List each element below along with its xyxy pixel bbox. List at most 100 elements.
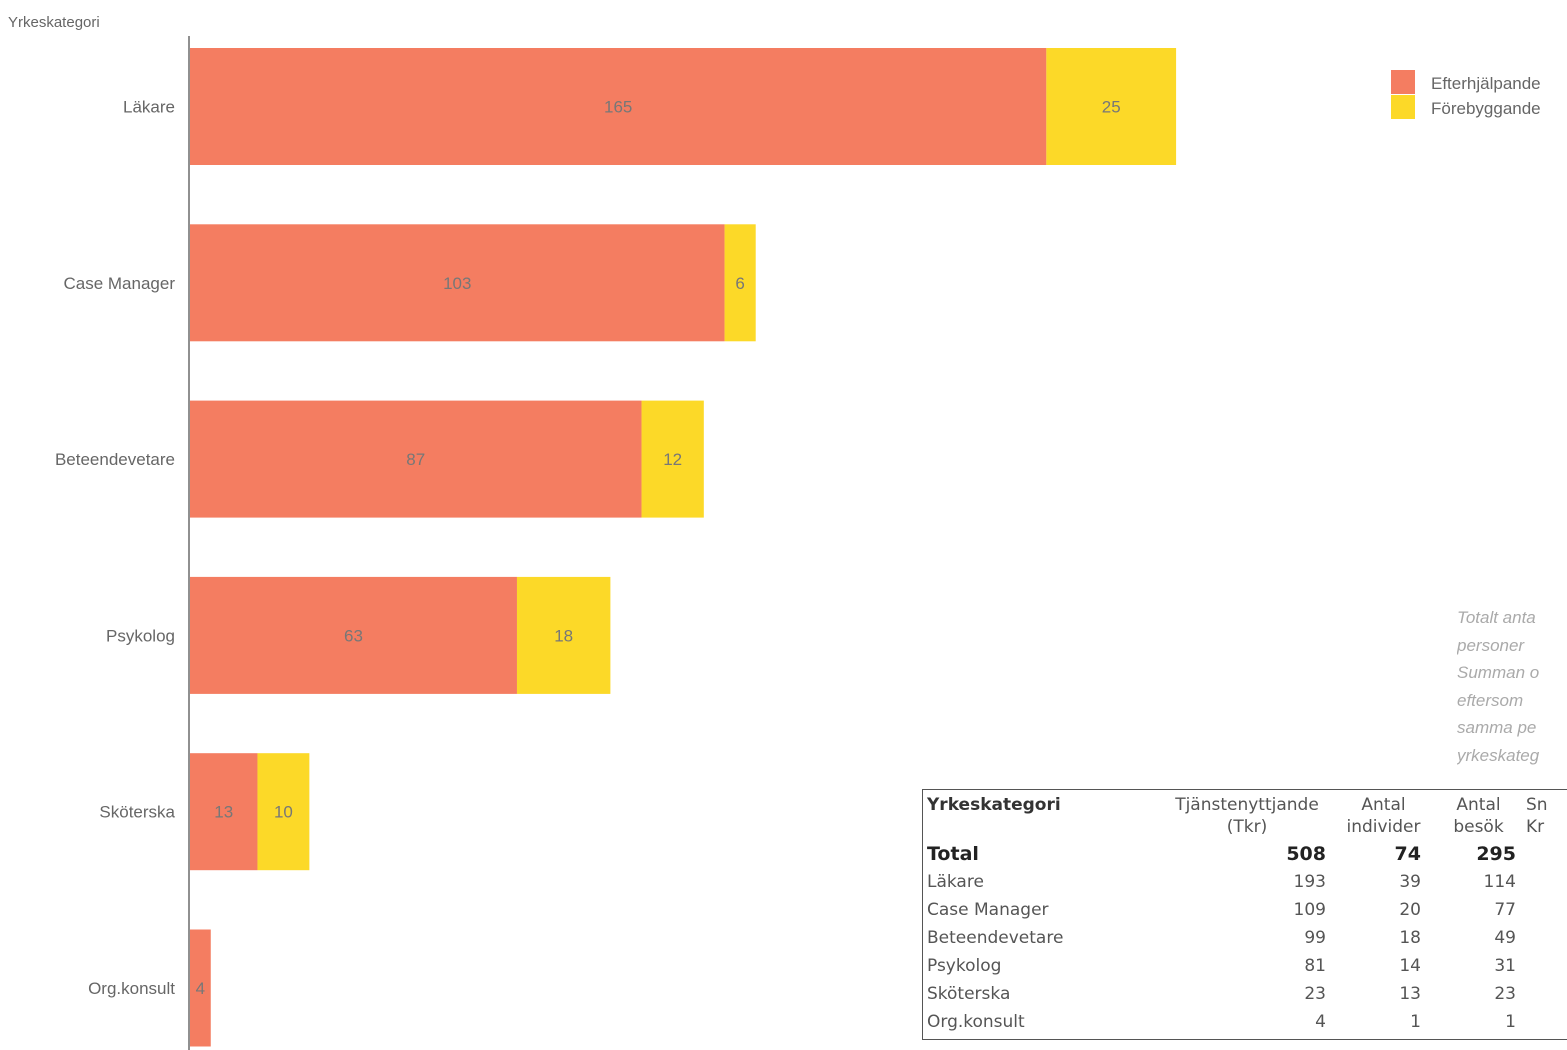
header-antal-individer: Antal individer [1336, 790, 1431, 840]
row-label: Läkare [927, 872, 984, 892]
header-line: Antal [1456, 795, 1501, 815]
table-cell: 1 [1410, 1012, 1421, 1032]
table-row: Psykolog 81 14 31 [923, 952, 1567, 980]
row-label: Beteendevetare [927, 928, 1064, 948]
table-cell: 99 [1304, 928, 1326, 948]
header-line: Kr [1526, 817, 1545, 837]
table-cell: 39 [1399, 872, 1421, 892]
table-row: Beteendevetare 99 18 49 [923, 924, 1567, 952]
table-cell: 23 [1494, 984, 1516, 1004]
bar-value-label: 87 [406, 450, 425, 469]
legend-swatch [1391, 95, 1415, 119]
bar-value-label: 4 [196, 979, 205, 998]
table-cell: 74 [1394, 843, 1421, 865]
header-tjanstenyttjande: Tjänstenyttjande (Tkr) [1158, 790, 1336, 840]
bar-value-label: 165 [604, 98, 632, 117]
table-cell: 20 [1399, 900, 1421, 920]
table-cell [1526, 840, 1567, 868]
table-row: Org.konsult 4 1 1 [923, 1008, 1567, 1036]
table-row: Sköterska 23 13 23 [923, 980, 1567, 1008]
table-cell: 508 [1286, 843, 1326, 865]
footnote-line: personer [1457, 635, 1525, 655]
table-row: Case Manager 109 20 77 [923, 896, 1567, 924]
bar-segment [516, 576, 611, 694]
table-cell: 23 [1304, 984, 1326, 1004]
table-cell: 1 [1505, 1012, 1516, 1032]
bar-value-label: 13 [214, 803, 233, 822]
bar-segment [1046, 48, 1177, 165]
table-header-row: Yrkeskategori Tjänstenyttjande (Tkr) Ant… [923, 790, 1567, 840]
bar-value-label: 63 [344, 626, 363, 645]
row-label: Sköterska [927, 984, 1011, 1004]
header-line: Tjänstenyttjande [1175, 795, 1319, 815]
header-line: Antal [1361, 795, 1406, 815]
category-label: Psykolog [106, 626, 175, 645]
table-cell: 18 [1399, 928, 1421, 948]
bar-value-label: 10 [274, 803, 293, 822]
table-cell [1526, 868, 1567, 896]
table-cell: 193 [1293, 872, 1326, 892]
bar-segment [190, 753, 258, 871]
header-antal-besok: Antal besök [1431, 790, 1526, 840]
row-label: Psykolog [927, 956, 1002, 976]
legend-label: Efterhjälpande [1431, 74, 1541, 93]
bar-value-label: 103 [443, 274, 471, 293]
table-cell [1526, 980, 1567, 1008]
legend: Efterhjälpande Förebyggande [1391, 70, 1541, 119]
summary-table: Yrkeskategori Tjänstenyttjande (Tkr) Ant… [922, 789, 1567, 1040]
category-label: Beteendevetare [55, 450, 175, 469]
bar-segment [257, 753, 310, 871]
row-label: Org.konsult [927, 1012, 1025, 1032]
table-cell [1526, 924, 1567, 952]
y-axis-title: Yrkeskategori [8, 14, 100, 31]
header-yrkeskategori: Yrkeskategori [927, 795, 1061, 815]
header-line: (Tkr) [1226, 817, 1268, 837]
category-label: Case Manager [63, 274, 175, 293]
footnote: Totalt anta personer Summan o eftersom s… [1457, 604, 1567, 769]
table-cell [1526, 896, 1567, 924]
category-label: Org.konsult [88, 979, 175, 998]
table-cell: 77 [1494, 900, 1516, 920]
legend-label: Förebyggande [1431, 99, 1541, 118]
category-label: Sköterska [99, 803, 175, 822]
bar-value-label: 25 [1102, 98, 1121, 117]
table-cell: 4 [1315, 1012, 1326, 1032]
bar-segment [724, 224, 756, 342]
bar-segment [190, 48, 1047, 165]
bars-layer: Läkare 165 25 Case Manager 103 6 Beteendevetar… [55, 48, 1177, 1047]
table-cell [1526, 952, 1567, 980]
table-cell: 31 [1494, 956, 1516, 976]
bar-segment [190, 576, 517, 694]
legend-swatch [1391, 70, 1415, 94]
footnote-line: Totalt anta [1457, 608, 1536, 627]
total-label: Total [927, 843, 979, 865]
table-cell: 295 [1476, 843, 1516, 865]
bar-segment [190, 224, 725, 342]
category-label: Läkare [123, 98, 175, 117]
header-cut-column: Sn Kr [1526, 790, 1567, 840]
table-row: Läkare 193 39 114 [923, 868, 1567, 896]
bar-segment [190, 929, 211, 1047]
bar-value-label: 6 [735, 274, 744, 293]
table-cell: 109 [1293, 900, 1326, 920]
bar-value-label: 18 [554, 626, 573, 645]
bar-segment [190, 400, 642, 518]
footnote-line: Summan o [1457, 663, 1540, 682]
bar-value-label: 12 [663, 450, 682, 469]
table-total-row: Total 508 74 295 [923, 840, 1567, 868]
footnote-line: samma pe [1457, 718, 1537, 737]
row-label: Case Manager [927, 900, 1049, 920]
bar-segment [641, 400, 704, 518]
table-cell: 14 [1399, 956, 1421, 976]
table-cell: 81 [1304, 956, 1326, 976]
header-line: Sn [1526, 795, 1548, 815]
footnote-line: yrkeskateg [1457, 745, 1540, 765]
table-cell: 49 [1494, 928, 1516, 948]
table-cell [1526, 1008, 1567, 1036]
footnote-line: eftersom [1457, 690, 1524, 710]
header-line: individer [1346, 817, 1421, 837]
table-cell: 13 [1399, 984, 1421, 1004]
table-cell: 114 [1483, 872, 1516, 892]
header-line: besök [1453, 817, 1504, 837]
